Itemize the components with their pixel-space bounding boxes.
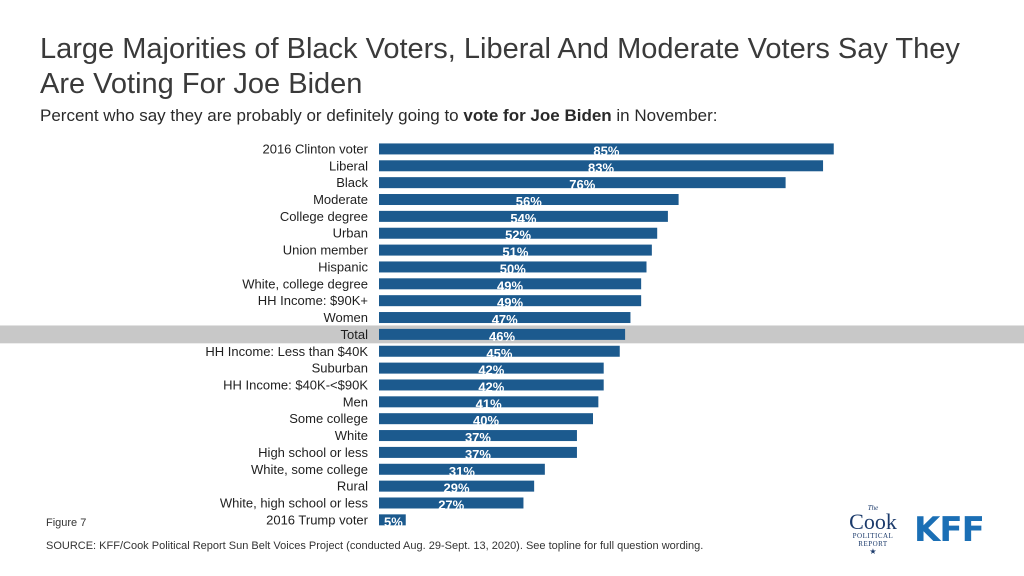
data-label: 51% [502, 245, 528, 260]
kff-logo: KFF [914, 510, 985, 550]
data-label: 45% [486, 346, 512, 361]
category-label: White [335, 428, 368, 443]
subtitle-bold: vote for Joe Biden [463, 106, 612, 125]
data-label: 37% [465, 430, 491, 445]
bar [379, 497, 524, 509]
bar [379, 244, 652, 256]
subtitle-prefix: Percent who say they are probably or def… [40, 106, 464, 125]
data-label: 50% [500, 261, 526, 276]
bar [379, 194, 679, 206]
chart-title: Large Majorities of Black Voters, Libera… [40, 33, 960, 100]
data-label: 29% [444, 481, 470, 496]
category-label: HH Income: $90K+ [258, 293, 368, 308]
data-label: 31% [449, 464, 475, 479]
bar [379, 480, 535, 492]
category-label: White, college degree [242, 276, 368, 291]
logo-political: POLITICAL [852, 532, 894, 540]
bar [379, 143, 834, 155]
bar [379, 227, 658, 239]
category-label: 2016 Trump voter [266, 512, 369, 527]
data-label: 46% [489, 329, 515, 344]
bar [379, 345, 620, 357]
bar [379, 328, 626, 340]
logo-the: The [867, 504, 879, 512]
category-label: White, high school or less [220, 495, 369, 510]
bar [379, 413, 593, 425]
data-label: 42% [478, 363, 504, 378]
data-label: 40% [473, 413, 499, 428]
chart-subtitle: Percent who say they are probably or def… [40, 106, 718, 126]
category-label: High school or less [258, 445, 368, 460]
data-label: 76% [569, 177, 595, 192]
cook-political-report-logo: The Cook POLITICAL REPORT ★ [838, 505, 908, 561]
logo-cook: Cook [849, 509, 897, 534]
category-label: Total [341, 327, 369, 342]
category-label: Union member [283, 243, 369, 258]
category-label: Black [336, 175, 368, 190]
data-label: 83% [588, 160, 614, 175]
bar [379, 312, 631, 324]
bar [379, 379, 604, 391]
bar [379, 446, 577, 458]
bar [379, 463, 545, 475]
bar [379, 160, 824, 172]
category-label: Men [343, 394, 368, 409]
bar [379, 396, 599, 408]
data-label: 49% [497, 278, 523, 293]
data-label: 37% [465, 447, 491, 462]
category-label: Rural [337, 479, 368, 494]
category-label: White, some college [251, 462, 368, 477]
category-label: HH Income: Less than $40K [205, 344, 368, 359]
data-label: 42% [478, 379, 504, 394]
bar [379, 210, 668, 222]
data-label: 49% [497, 295, 523, 310]
data-label: 52% [505, 228, 531, 243]
bar [379, 430, 577, 442]
data-label: 56% [516, 194, 542, 209]
data-label: 27% [438, 497, 464, 512]
category-label: Some college [289, 411, 368, 426]
source-note: SOURCE: KFF/Cook Political Report Sun Be… [46, 540, 704, 552]
data-label: 85% [593, 143, 619, 158]
category-label: Moderate [313, 192, 368, 207]
category-label: Suburban [312, 361, 368, 376]
category-label: College degree [280, 209, 368, 224]
data-label: 5% [384, 514, 403, 529]
bar-chart: 2016 Clinton voter 85% Liberal 83% Black 76% M… [0, 141, 1024, 529]
bar [379, 295, 642, 307]
category-label: HH Income: $40K-<$90K [223, 377, 368, 392]
bar [379, 261, 647, 273]
logo-star-icon: ★ [869, 547, 877, 556]
figure-label: Figure 7 [46, 517, 87, 529]
data-label: 47% [492, 312, 518, 327]
category-label: 2016 Clinton voter [262, 141, 368, 156]
data-label: 54% [510, 211, 536, 226]
logo-report: REPORT [858, 540, 888, 548]
bar [379, 514, 406, 526]
category-label: Urban [333, 226, 368, 241]
bar [379, 177, 786, 189]
data-label: 41% [476, 396, 502, 411]
bar [379, 362, 604, 374]
category-label: Hispanic [318, 259, 368, 274]
category-label: Women [323, 310, 368, 325]
bar [379, 278, 642, 290]
subtitle-suffix: in November: [611, 106, 718, 125]
category-label: Liberal [329, 158, 368, 173]
